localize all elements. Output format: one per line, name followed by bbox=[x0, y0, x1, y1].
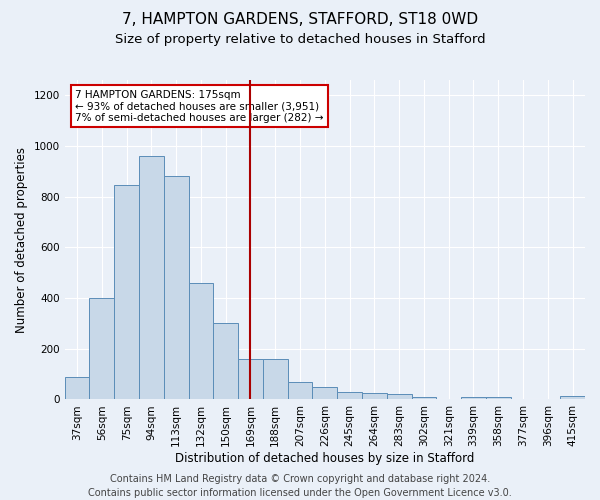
Y-axis label: Number of detached properties: Number of detached properties bbox=[15, 146, 28, 332]
Bar bbox=[114, 185, 139, 400]
Bar bbox=[214, 324, 238, 400]
Bar bbox=[313, 387, 337, 400]
Text: Contains HM Land Registry data © Crown copyright and database right 2024.
Contai: Contains HM Land Registry data © Crown c… bbox=[88, 474, 512, 498]
Bar bbox=[412, 397, 436, 400]
Bar bbox=[362, 393, 387, 400]
Bar bbox=[387, 394, 412, 400]
Text: 7, HAMPTON GARDENS, STAFFORD, ST18 0WD: 7, HAMPTON GARDENS, STAFFORD, ST18 0WD bbox=[122, 12, 478, 28]
Bar bbox=[188, 283, 214, 400]
Bar bbox=[164, 176, 188, 400]
Bar bbox=[139, 156, 164, 400]
Bar bbox=[486, 397, 511, 400]
Bar bbox=[560, 396, 585, 400]
Bar bbox=[461, 397, 486, 400]
Text: Size of property relative to detached houses in Stafford: Size of property relative to detached ho… bbox=[115, 32, 485, 46]
Bar bbox=[65, 376, 89, 400]
Bar bbox=[89, 298, 114, 400]
Bar bbox=[263, 359, 287, 400]
Text: 7 HAMPTON GARDENS: 175sqm
← 93% of detached houses are smaller (3,951)
7% of sem: 7 HAMPTON GARDENS: 175sqm ← 93% of detac… bbox=[75, 90, 323, 123]
X-axis label: Distribution of detached houses by size in Stafford: Distribution of detached houses by size … bbox=[175, 452, 475, 465]
Bar bbox=[337, 392, 362, 400]
Bar bbox=[287, 382, 313, 400]
Bar bbox=[238, 359, 263, 400]
